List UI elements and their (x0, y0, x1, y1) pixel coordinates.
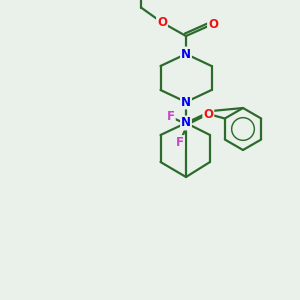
Text: N: N (181, 47, 191, 61)
Text: O: O (203, 107, 213, 121)
Text: F: F (167, 110, 175, 124)
Text: F: F (176, 136, 184, 149)
Text: O: O (157, 16, 167, 29)
Text: O: O (208, 17, 218, 31)
Text: N: N (181, 95, 191, 109)
Text: N: N (181, 116, 191, 130)
